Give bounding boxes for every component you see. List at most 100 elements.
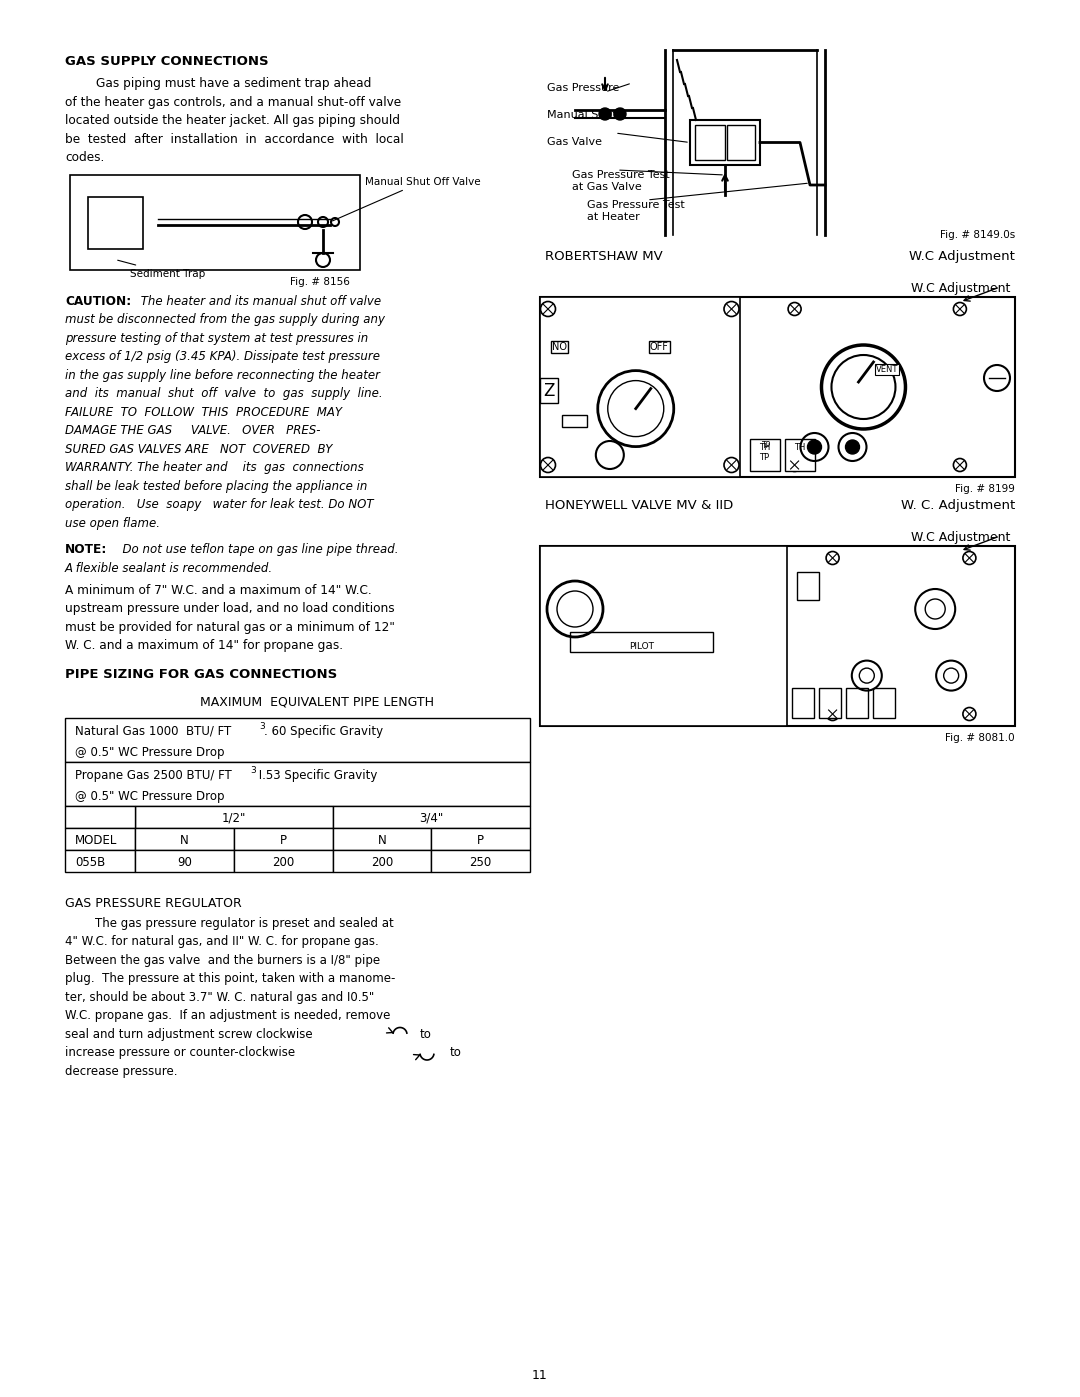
Text: decrease pressure.: decrease pressure. <box>65 1065 177 1077</box>
Text: Propane Gas 2500 BTU/ FT: Propane Gas 2500 BTU/ FT <box>75 768 232 781</box>
Text: 11: 11 <box>532 1369 548 1382</box>
Text: Do not use teflon tape on gas line pipe thread.: Do not use teflon tape on gas line pipe … <box>114 543 399 556</box>
Bar <box>873 687 895 718</box>
Text: Manual Shut Off Valve: Manual Shut Off Valve <box>333 176 481 221</box>
Circle shape <box>615 108 626 120</box>
Text: 1/2": 1/2" <box>221 812 246 824</box>
Bar <box>750 439 780 471</box>
Text: 200: 200 <box>370 855 393 869</box>
Bar <box>792 687 814 718</box>
Text: to: to <box>450 1046 462 1059</box>
Text: 3: 3 <box>259 721 266 731</box>
Text: Gas Pressure: Gas Pressure <box>546 82 619 94</box>
Text: VENT: VENT <box>876 365 897 374</box>
Bar <box>540 546 1015 726</box>
Text: A flexible sealant is recommended.: A flexible sealant is recommended. <box>65 562 273 574</box>
Text: FAILURE  TO  FOLLOW  THIS  PROCEDURE  MAY: FAILURE TO FOLLOW THIS PROCEDURE MAY <box>65 405 342 419</box>
Text: in the gas supply line before reconnecting the heater: in the gas supply line before reconnecti… <box>65 369 380 381</box>
Bar <box>70 175 360 270</box>
Text: 3: 3 <box>249 766 256 774</box>
Text: W. C. Adjustment: W. C. Adjustment <box>901 499 1015 511</box>
Text: of the heater gas controls, and a manual shut-off valve: of the heater gas controls, and a manual… <box>65 95 401 109</box>
Text: plug.  The pressure at this point, taken with a manome-: plug. The pressure at this point, taken … <box>65 972 395 985</box>
Text: NOTE:: NOTE: <box>65 543 107 556</box>
Text: Gas Pressure Test
at Heater: Gas Pressure Test at Heater <box>588 200 685 222</box>
Text: CAUTION:: CAUTION: <box>65 295 132 307</box>
Text: ter, should be about 3.7" W. C. natural gas and I0.5": ter, should be about 3.7" W. C. natural … <box>65 990 375 1003</box>
Text: and  its  manual  shut  off  valve  to  gas  supply  line.: and its manual shut off valve to gas sup… <box>65 387 382 400</box>
Text: to: to <box>420 1028 432 1041</box>
Bar <box>65 849 135 872</box>
Bar <box>65 806 135 827</box>
Text: Fig. # 8149.0s: Fig. # 8149.0s <box>940 231 1015 240</box>
Bar <box>570 631 713 651</box>
Text: MODEL: MODEL <box>75 834 118 847</box>
Bar <box>540 298 1015 476</box>
Text: increase pressure or counter-clockwise: increase pressure or counter-clockwise <box>65 1046 295 1059</box>
Bar <box>65 827 135 849</box>
Text: N: N <box>378 834 387 847</box>
Text: W. C. and a maximum of 14" for propane gas.: W. C. and a maximum of 14" for propane g… <box>65 638 343 652</box>
Bar <box>65 761 530 806</box>
Text: be  tested  after  installation  in  accordance  with  local: be tested after installation in accordan… <box>65 133 404 145</box>
Text: Manual Shut: Manual Shut <box>546 110 617 120</box>
Bar <box>333 849 431 872</box>
Text: 4" W.C. for natural gas, and II" W. C. for propane gas.: 4" W.C. for natural gas, and II" W. C. f… <box>65 935 379 949</box>
Bar <box>431 849 530 872</box>
Bar <box>233 827 333 849</box>
Text: 90: 90 <box>177 855 192 869</box>
Text: P: P <box>280 834 286 847</box>
Bar <box>135 849 233 872</box>
Circle shape <box>599 108 611 120</box>
Text: ROBERTSHAW MV: ROBERTSHAW MV <box>545 250 663 263</box>
Text: Natural Gas 1000  BTU/ FT: Natural Gas 1000 BTU/ FT <box>75 725 231 738</box>
Text: Gas Pressure Test
at Gas Valve: Gas Pressure Test at Gas Valve <box>572 170 670 191</box>
Text: pressure testing of that system at test pressures in: pressure testing of that system at test … <box>65 331 368 345</box>
Bar <box>333 827 431 849</box>
Text: Gas piping must have a sediment trap ahead: Gas piping must have a sediment trap ahe… <box>65 77 372 89</box>
Bar <box>819 687 841 718</box>
Text: use open flame.: use open flame. <box>65 517 160 529</box>
Bar <box>690 120 760 165</box>
Text: excess of 1/2 psig (3.45 KPA). Dissipate test pressure: excess of 1/2 psig (3.45 KPA). Dissipate… <box>65 351 380 363</box>
Circle shape <box>846 440 860 454</box>
Text: @ 0.5" WC Pressure Drop: @ 0.5" WC Pressure Drop <box>75 746 225 759</box>
Text: located outside the heater jacket. All gas piping should: located outside the heater jacket. All g… <box>65 115 400 127</box>
Bar <box>135 806 333 827</box>
Bar <box>540 298 740 476</box>
Text: W.C Adjustment: W.C Adjustment <box>910 531 1010 543</box>
Text: 3/4": 3/4" <box>419 812 444 824</box>
Bar <box>562 415 588 426</box>
Text: . 60 Specific Gravity: . 60 Specific Gravity <box>265 725 383 738</box>
Text: codes.: codes. <box>65 151 105 163</box>
Bar <box>727 124 755 161</box>
Text: W.C. propane gas.  If an adjustment is needed, remove: W.C. propane gas. If an adjustment is ne… <box>65 1009 390 1023</box>
Text: TH: TH <box>794 443 806 453</box>
Text: Between the gas valve  and the burners is a I/8" pipe: Between the gas valve and the burners is… <box>65 954 380 967</box>
Text: A minimum of 7" W.C. and a maximum of 14" W.C.: A minimum of 7" W.C. and a maximum of 14… <box>65 584 372 597</box>
Text: I.53 Specific Gravity: I.53 Specific Gravity <box>255 768 377 781</box>
Text: shall be leak tested before placing the appliance in: shall be leak tested before placing the … <box>65 479 367 493</box>
Text: The heater and its manual shut off valve: The heater and its manual shut off valve <box>137 295 381 307</box>
Bar <box>333 806 530 827</box>
Circle shape <box>808 440 822 454</box>
Text: GAS SUPPLY CONNECTIONS: GAS SUPPLY CONNECTIONS <box>65 54 269 68</box>
Text: Sediment Trap: Sediment Trap <box>118 260 205 278</box>
Text: TH
TP: TH TP <box>759 443 770 462</box>
Bar <box>784 439 814 471</box>
Text: Z: Z <box>543 381 554 400</box>
Text: operation.   Use  soapy   water for leak test. Do NOT: operation. Use soapy water for leak test… <box>65 497 374 511</box>
Text: WARRANTY. The heater and    its  gas  connections: WARRANTY. The heater and its gas connect… <box>65 461 364 474</box>
Text: seal and turn adjustment screw clockwise: seal and turn adjustment screw clockwise <box>65 1028 312 1041</box>
Text: NO: NO <box>552 342 567 352</box>
Bar <box>233 849 333 872</box>
Text: TP: TP <box>761 441 771 450</box>
Bar <box>797 571 819 599</box>
Bar <box>696 124 725 161</box>
Text: PIPE SIZING FOR GAS CONNECTIONS: PIPE SIZING FOR GAS CONNECTIONS <box>65 668 337 680</box>
Text: Fig. # 8199: Fig. # 8199 <box>955 483 1015 495</box>
Text: GAS PRESSURE REGULATOR: GAS PRESSURE REGULATOR <box>65 897 242 909</box>
Text: N: N <box>180 834 189 847</box>
Text: Fig. # 8081.0: Fig. # 8081.0 <box>945 733 1015 743</box>
Text: 250: 250 <box>470 855 491 869</box>
